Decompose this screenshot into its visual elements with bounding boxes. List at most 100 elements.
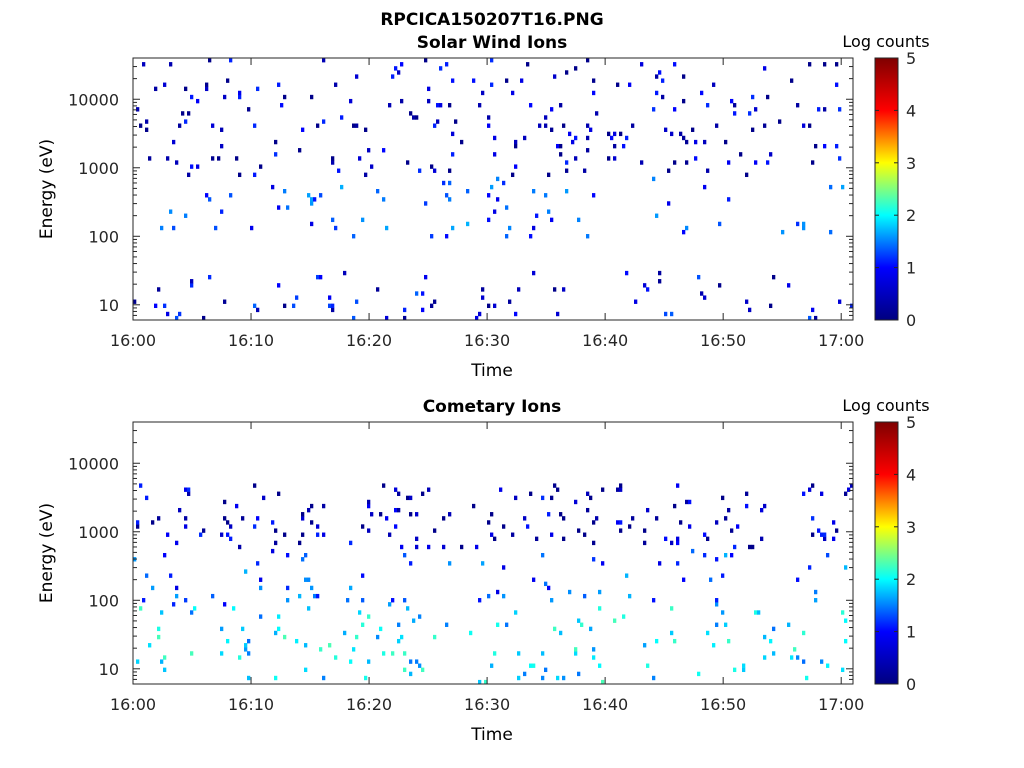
heatmap-cell: [427, 98, 431, 104]
heatmap-cell: [322, 532, 326, 537]
heatmap-cell: [511, 532, 515, 537]
heatmap-cell: [349, 585, 353, 591]
heatmap-cell: [511, 172, 515, 178]
heatmap-cell: [181, 111, 185, 116]
heatmap-cell: [274, 540, 278, 546]
heatmap-cell: [379, 626, 383, 632]
heatmap-cell: [253, 483, 257, 488]
heatmap-cell: [592, 90, 596, 96]
heatmap-cell: [625, 573, 629, 578]
heatmap-cell: [667, 168, 671, 173]
heatmap-cell: [715, 557, 719, 562]
heatmap-cell: [352, 647, 356, 652]
heatmap-cell: [136, 524, 140, 529]
heatmap-cell: [424, 201, 428, 206]
x-tick-label: 16:10: [228, 331, 274, 350]
heatmap-cell: [703, 532, 707, 537]
y-tick-label: 1000: [78, 159, 119, 178]
heatmap-cell: [178, 123, 182, 128]
heatmap-cell: [556, 487, 560, 492]
heatmap-cell: [184, 213, 188, 218]
heatmap-cell: [664, 536, 668, 542]
heatmap-cell: [481, 561, 485, 566]
heatmap-cell: [229, 536, 233, 542]
heatmap-cell: [574, 156, 578, 161]
heatmap-cell: [679, 520, 683, 525]
heatmap-cell: [277, 614, 281, 619]
heatmap-cell: [583, 168, 587, 173]
heatmap-cell: [820, 659, 824, 664]
heatmap-cell: [382, 197, 386, 202]
heatmap-cell: [139, 606, 143, 611]
heatmap-cell: [625, 135, 629, 141]
heatmap-cell: [472, 503, 476, 509]
heatmap-cell: [439, 66, 443, 71]
heatmap-cell: [355, 634, 359, 640]
heatmap-cell: [244, 647, 248, 652]
heatmap-cell: [475, 315, 479, 321]
heatmap-cell: [823, 536, 827, 542]
heatmap-cell: [340, 115, 344, 120]
x-tick-label: 16:40: [582, 695, 628, 714]
colorbar-tick-label: 2: [906, 206, 916, 225]
heatmap-cell: [643, 528, 647, 533]
heatmap-cell: [526, 524, 530, 529]
heatmap-cell: [172, 602, 176, 607]
heatmap-cell: [562, 536, 566, 542]
heatmap-cell: [613, 143, 617, 149]
heatmap-cell: [541, 495, 545, 501]
heatmap-cell: [802, 225, 806, 231]
heatmap-cell: [745, 299, 749, 304]
heatmap-cell: [592, 655, 596, 660]
heatmap-cell: [388, 532, 392, 537]
heatmap-cell: [517, 287, 521, 292]
heatmap-cells: [133, 58, 854, 321]
heatmap-cell: [808, 565, 812, 570]
heatmap-cell: [655, 90, 659, 96]
heatmap-cell: [544, 193, 548, 198]
heatmap-cell: [277, 82, 281, 87]
heatmap-cell: [208, 274, 212, 280]
heatmap-cell: [406, 606, 410, 611]
colorbar: [874, 57, 899, 321]
heatmap-cell: [364, 172, 368, 178]
heatmap-cell: [415, 659, 419, 664]
heatmap-cell: [427, 487, 431, 492]
heatmap-cell: [532, 577, 536, 582]
heatmap-cell: [619, 520, 623, 525]
heatmap-cell: [802, 630, 806, 636]
heatmap-cell: [832, 536, 836, 542]
heatmap-cell: [301, 532, 305, 537]
heatmap-cell: [733, 544, 737, 550]
heatmap-cell: [541, 553, 545, 558]
heatmap-cell: [415, 115, 419, 120]
heatmap-cell: [409, 561, 413, 566]
heatmap-cell: [493, 209, 497, 214]
colorbar-tick-label: 1: [906, 259, 916, 278]
heatmap-cell: [613, 618, 617, 623]
heatmap-cell: [415, 512, 419, 517]
heatmap-cell: [247, 675, 251, 681]
heatmap-cell: [559, 630, 563, 636]
heatmap-cell: [388, 602, 392, 607]
heatmap-cell: [781, 229, 785, 235]
heatmap-cell: [661, 78, 665, 83]
heatmap-cell: [235, 156, 239, 161]
heatmap-cell: [205, 193, 209, 198]
heatmap-cell: [220, 209, 224, 214]
heatmap-cell: [136, 659, 140, 664]
heatmap-cell: [601, 679, 605, 685]
heatmap-cell: [532, 270, 536, 276]
heatmap-cell: [565, 168, 569, 173]
heatmap-cell: [430, 164, 434, 169]
heatmap-cell: [220, 143, 224, 149]
heatmap-cell: [487, 217, 491, 223]
heatmap-cell: [844, 491, 848, 496]
heatmap-cell: [745, 172, 749, 178]
heatmap-cell: [730, 553, 734, 558]
heatmap-cell: [343, 630, 347, 636]
heatmap-cell: [547, 585, 551, 591]
heatmap-cell: [226, 78, 230, 83]
heatmap-cell: [409, 495, 413, 501]
